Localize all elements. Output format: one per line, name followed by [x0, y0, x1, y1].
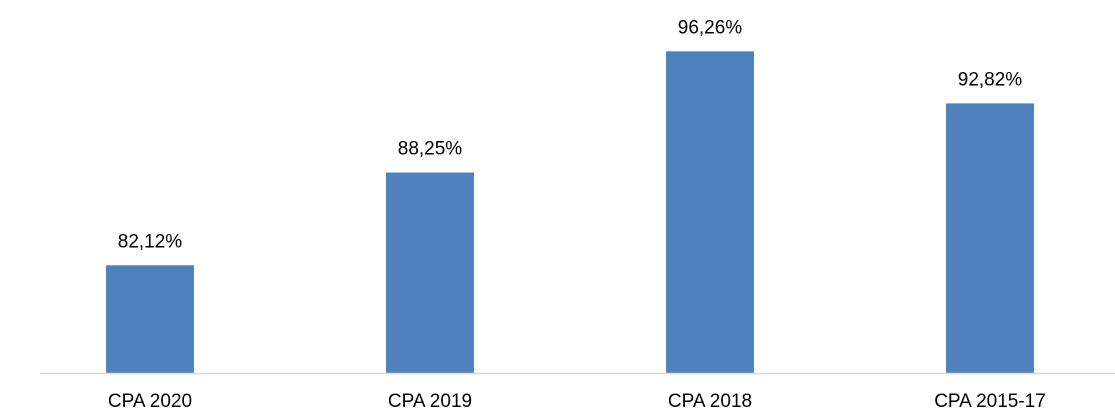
bar [946, 103, 1034, 374]
x-tick-label: CPA 2019 [388, 391, 472, 412]
bar [386, 172, 474, 373]
value-label: 88,25% [398, 139, 463, 160]
x-tick-label: CPA 2020 [108, 391, 192, 412]
value-label: 96,26% [678, 17, 743, 38]
x-tick-label: CPA 2018 [668, 391, 752, 412]
value-label: 92,82% [958, 69, 1023, 90]
value-label: 82,12% [118, 231, 183, 252]
x-tick-label: CPA 2015-17 [934, 391, 1046, 412]
bar [666, 51, 754, 373]
bar [106, 265, 194, 373]
